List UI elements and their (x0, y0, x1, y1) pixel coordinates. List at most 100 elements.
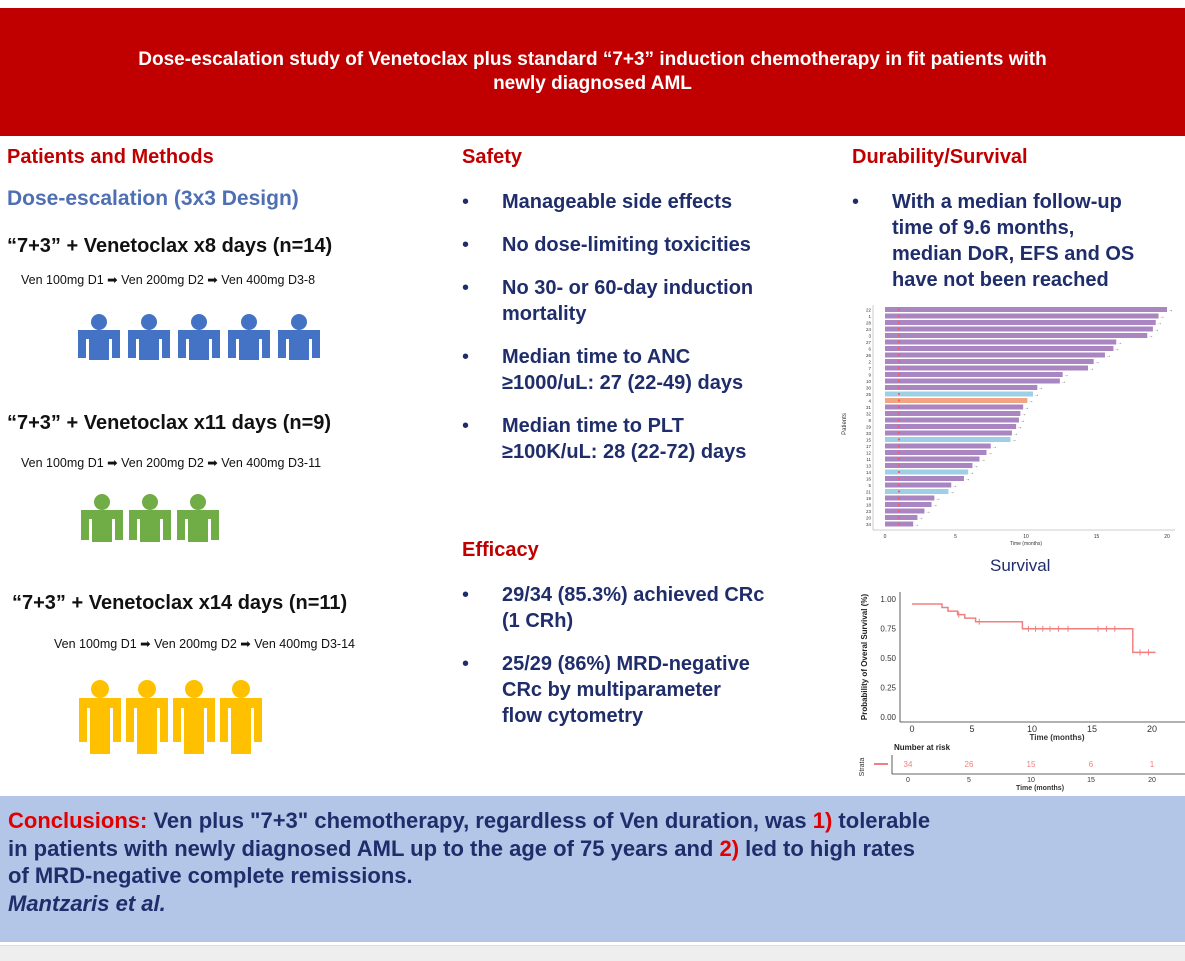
conclusions-box: Conclusions: Ven plus "7+3" chemotherapy… (0, 796, 1185, 942)
swimmer-event-marker (897, 392, 901, 396)
efficacy-heading: Efficacy (462, 539, 539, 561)
km-x-tick: 10 (1027, 724, 1037, 734)
swimmer-event-marker (897, 366, 901, 370)
swimmer-event-marker (897, 438, 901, 441)
swimmer-category-label: 26 (866, 353, 872, 358)
swimmer-category-label: 30 (866, 385, 872, 390)
swimmer-category-label: 19 (866, 496, 872, 501)
swimmer-x-tick: 10 (1023, 534, 1029, 540)
swimmer-category-label: 5 (868, 483, 871, 488)
swimmer-arrow: → (1106, 353, 1111, 359)
swimmer-event-marker (897, 308, 901, 311)
swimmer-xlabel: Time (months) (1010, 541, 1042, 547)
swimmer-arrow: → (1061, 379, 1066, 385)
durability-heading: Durability/Survival (852, 146, 1028, 168)
swimmer-event-marker (897, 379, 901, 383)
swimmer-arrow: → (933, 502, 938, 508)
swimmer-bar (885, 339, 1117, 345)
swimmer-event-marker (897, 360, 901, 363)
km-censor-marks (958, 611, 1149, 656)
person-icon (228, 314, 270, 360)
person-icon (173, 680, 215, 754)
swimmer-category-label: 33 (866, 431, 872, 436)
swimmer-category-label: 3 (868, 333, 871, 338)
swimmer-arrow: → (1038, 385, 1043, 391)
swimmer-arrow: → (1095, 359, 1100, 365)
risk-x-tick: 0 (906, 777, 910, 784)
swimmer-arrow: → (1028, 398, 1033, 404)
person-icon (126, 680, 168, 754)
swimmer-arrow: → (1114, 346, 1119, 352)
swimmer-bar (885, 476, 964, 481)
swimmer-arrow: → (1024, 405, 1029, 411)
swimmer-event-marker (897, 496, 901, 500)
swimmer-category-label: 18 (866, 502, 872, 507)
swimmer-bar (885, 320, 1156, 325)
swimmer-category-label: 10 (866, 379, 872, 384)
km-y-tick: 0.75 (880, 625, 896, 634)
swimmer-category-label: 29 (866, 424, 872, 429)
swimmer-category-label: 11 (866, 457, 871, 462)
swimmer-bar (885, 424, 1017, 429)
swimmer-bar (885, 456, 980, 462)
person-icon (78, 314, 120, 360)
survival-km-plot: Probability of Overal Survival (%) 0.00 … (859, 592, 1185, 792)
person-icon (128, 314, 170, 360)
swimmer-arrow: → (1148, 333, 1153, 339)
risk-counts: 34 26 15 6 1 (904, 760, 1155, 769)
swimmer-bar (885, 346, 1114, 351)
safety-item: Median time to ANC≥1000/uL: 27 (22-49) d… (462, 344, 842, 396)
swimmer-category-label: 14 (866, 470, 872, 475)
swimmer-bar (885, 352, 1105, 358)
swimmer-bar (885, 515, 918, 520)
swimmer-arrow: → (1168, 307, 1173, 313)
swimmer-bar (885, 372, 1063, 377)
arm-11-patient-icons (81, 494, 219, 542)
conclusions-text: Conclusions: Ven plus "7+3" chemotherapy… (8, 808, 931, 916)
person-icon (220, 680, 262, 754)
swimmer-event-marker (897, 444, 901, 448)
safety-item: No dose-limiting toxicities (462, 232, 842, 258)
km-y-tick: 1.00 (880, 595, 896, 604)
swimmer-x-tick: 15 (1094, 534, 1100, 540)
swimmer-category-label: 15 (866, 437, 872, 442)
swimmer-bar (885, 333, 1148, 338)
swimmer-category-label: 27 (866, 340, 872, 345)
efficacy-list: 29/34 (85.3%) achieved CRc(1 CRh) 25/29 … (462, 582, 842, 729)
swimmer-arrow: → (988, 450, 993, 456)
swimmer-arrow: → (925, 509, 930, 515)
author-credit: Mantzaris et al. (8, 890, 166, 916)
swimmer-category-label: 22 (866, 307, 872, 312)
risk-table-ylabel: Strata (859, 758, 866, 777)
swimmer-arrow: → (1013, 431, 1018, 437)
swimmer-arrow: → (1157, 320, 1162, 326)
swimmer-category-label: 6 (868, 346, 871, 351)
swimmer-event-marker (897, 477, 901, 480)
swimmer-event-marker (897, 509, 901, 513)
arm-14-title: “7+3” + Venetoclax x14 days (n=11) (12, 592, 348, 614)
risk-table-title: Number at risk (894, 743, 951, 752)
safety-list: Manageable side effects No dose-limiting… (462, 189, 842, 465)
risk-xlabel: Time (months) (1016, 785, 1064, 792)
swimmer-arrow: → (914, 522, 919, 528)
methods-heading: Patients and Methods (7, 146, 214, 168)
swimmer-arrow: → (918, 515, 923, 521)
swimmer-arrow: → (965, 476, 970, 482)
km-xlabel: Time (months) (1030, 733, 1085, 742)
km-x-tick: 20 (1147, 724, 1157, 734)
swimmer-x-tick: 20 (1164, 534, 1170, 540)
durability-item: With a median follow-up time of 9.6 mont… (852, 189, 1185, 293)
swimmer-bar (885, 489, 949, 494)
bottom-strip (0, 945, 1185, 961)
swimmer-x-tick: 5 (954, 534, 957, 540)
title-banner: Dose-escalation study of Venetoclax plus… (0, 8, 1185, 136)
swimmer-category-label: 21 (866, 489, 872, 494)
swimmer-bar (885, 495, 935, 501)
swimmer-event-marker (897, 340, 901, 344)
durability-list: With a median follow-up time of 9.6 mont… (852, 189, 1185, 293)
swimmer-bar (885, 482, 952, 488)
poster-title: Dose-escalation study of Venetoclax plus… (3, 48, 1183, 96)
swimmer-category-label: 4 (868, 398, 871, 403)
title-line-1: Dose-escalation study of Venetoclax plus… (138, 49, 1047, 70)
